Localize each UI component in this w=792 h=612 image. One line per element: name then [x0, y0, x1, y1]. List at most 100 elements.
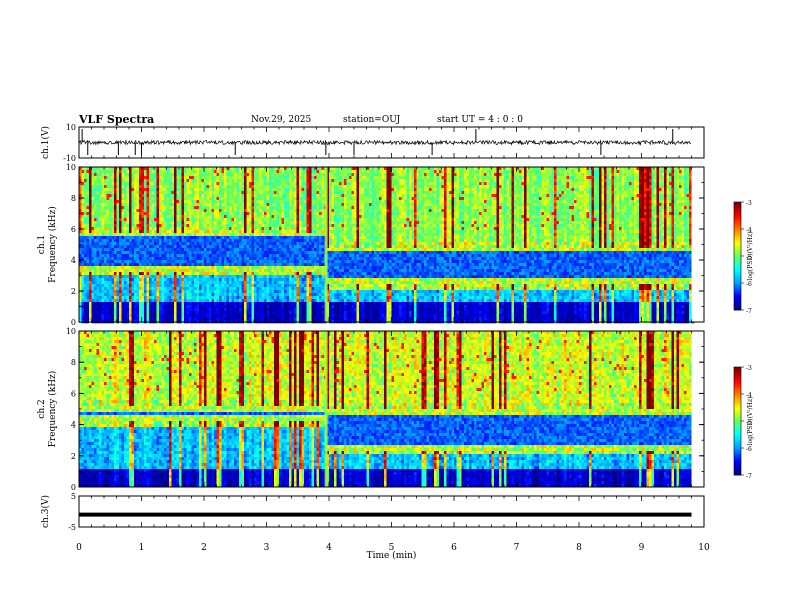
spectrogram-cell: [92, 281, 95, 284]
spectrogram-cell: [139, 239, 142, 242]
spectrogram-cell: [97, 182, 100, 185]
spectrogram-cell: [124, 275, 127, 278]
spectrogram-cell: [127, 248, 130, 251]
spectrogram-cell: [139, 236, 142, 239]
spectrogram-cell: [122, 212, 125, 215]
spectrogram-cell: [134, 278, 137, 281]
spectrogram-cell: [97, 296, 100, 299]
spectrogram-cell: [87, 305, 90, 308]
spectrogram-cell: [92, 299, 95, 302]
spectrogram-cell: [157, 170, 160, 173]
spectrogram-cell: [149, 314, 152, 317]
spectrogram-cell: [152, 257, 155, 260]
spectrogram-cell: [119, 254, 122, 257]
spectrogram-cell: [127, 206, 130, 209]
spectrogram-cell: [129, 200, 132, 203]
spectrogram-cell: [117, 203, 120, 206]
spectrogram-cell: [107, 188, 110, 191]
spectrogram-cell: [157, 233, 160, 236]
spectrogram-cell: [117, 260, 120, 263]
spectrogram-cell: [84, 284, 87, 287]
spectrogram-cell: [144, 266, 147, 269]
spectrogram-cell: [87, 194, 90, 197]
spectrogram-cell: [82, 239, 85, 242]
spectrogram-cell: [92, 269, 95, 272]
spectrogram-cell: [89, 197, 92, 200]
spectrogram-cell: [119, 233, 122, 236]
spectrogram-cell: [122, 173, 125, 176]
spectrogram-cell: [122, 206, 125, 209]
spectrogram-cell: [137, 191, 140, 194]
spectrogram-cell: [97, 179, 100, 182]
spectrogram-cell: [87, 206, 90, 209]
spectrogram-cell: [109, 230, 112, 233]
spectrogram-cell: [89, 176, 92, 179]
spectrogram-cell: [92, 239, 95, 242]
spectrogram-cell: [102, 203, 105, 206]
spectrogram-cell: [144, 197, 147, 200]
spectrogram-cell: [119, 272, 122, 275]
spectrogram-cell: [134, 293, 137, 296]
spectrogram-cell: [99, 215, 102, 218]
spectrogram-cell: [119, 227, 122, 230]
spectrogram-cell: [102, 299, 105, 302]
spectrogram-cell: [144, 230, 147, 233]
spectrogram-cell: [92, 218, 95, 221]
spectrogram-cell: [112, 272, 115, 275]
spectrogram-cell: [122, 272, 125, 275]
spectrogram-cell: [82, 185, 85, 188]
spectrogram-cell: [89, 191, 92, 194]
spectrogram-cell: [137, 188, 140, 191]
spectrogram-cell: [84, 239, 87, 242]
spectrogram-cell: [122, 305, 125, 308]
spectrogram-cell: [124, 230, 127, 233]
spectrogram-cell: [117, 182, 120, 185]
spectrogram-cell: [107, 278, 110, 281]
spectrogram-cell: [129, 188, 132, 191]
spectrogram-cell: [97, 239, 100, 242]
spectrogram-cell: [154, 236, 157, 239]
spectrogram-cell: [139, 182, 142, 185]
spectrogram-cell: [134, 227, 137, 230]
spectrogram-cell: [157, 179, 160, 182]
spectrogram-cell: [152, 287, 155, 290]
spectrogram-cell: [104, 254, 107, 257]
spectrogram-cell: [84, 185, 87, 188]
spectrogram-cell: [97, 290, 100, 293]
spectrogram-cell: [142, 251, 145, 254]
spectrogram-cell: [127, 188, 130, 191]
spectrogram-cell: [112, 275, 115, 278]
spectrogram-cell: [137, 251, 140, 254]
spectrogram-cell: [107, 245, 110, 248]
spectrogram-cell: [112, 188, 115, 191]
spectrogram-cell: [129, 311, 132, 314]
spectrogram-cell: [124, 170, 127, 173]
spectrogram-cell: [127, 311, 130, 314]
spectrogram-cell: [132, 209, 135, 212]
spectrogram-cell: [154, 260, 157, 263]
spectrogram-cell: [94, 197, 97, 200]
spectrogram-cell: [87, 179, 90, 182]
spectrogram-cell: [89, 314, 92, 317]
spectrogram-cell: [149, 206, 152, 209]
spectrogram-cell: [142, 233, 145, 236]
spectrogram-cell: [94, 218, 97, 221]
spectrogram-cell: [157, 224, 160, 227]
spectrogram-cell: [129, 215, 132, 218]
spectrogram-cell: [144, 209, 147, 212]
spectrogram-cell: [112, 191, 115, 194]
spectrogram-cell: [87, 248, 90, 251]
spectrogram-cell: [87, 254, 90, 257]
spectrogram-cell: [127, 284, 130, 287]
spectrogram-cell: [89, 308, 92, 311]
spectrogram-cell: [97, 311, 100, 314]
spectrogram-cell: [107, 215, 110, 218]
spectrogram-cell: [127, 233, 130, 236]
spectrogram-cell: [109, 302, 112, 305]
spectrogram-cell: [127, 230, 130, 233]
spectrogram-cell: [107, 302, 110, 305]
spectrogram-cell: [152, 200, 155, 203]
spectrogram-cell: [94, 224, 97, 227]
spectrogram-cell: [87, 293, 90, 296]
spectrogram-cell: [154, 221, 157, 224]
